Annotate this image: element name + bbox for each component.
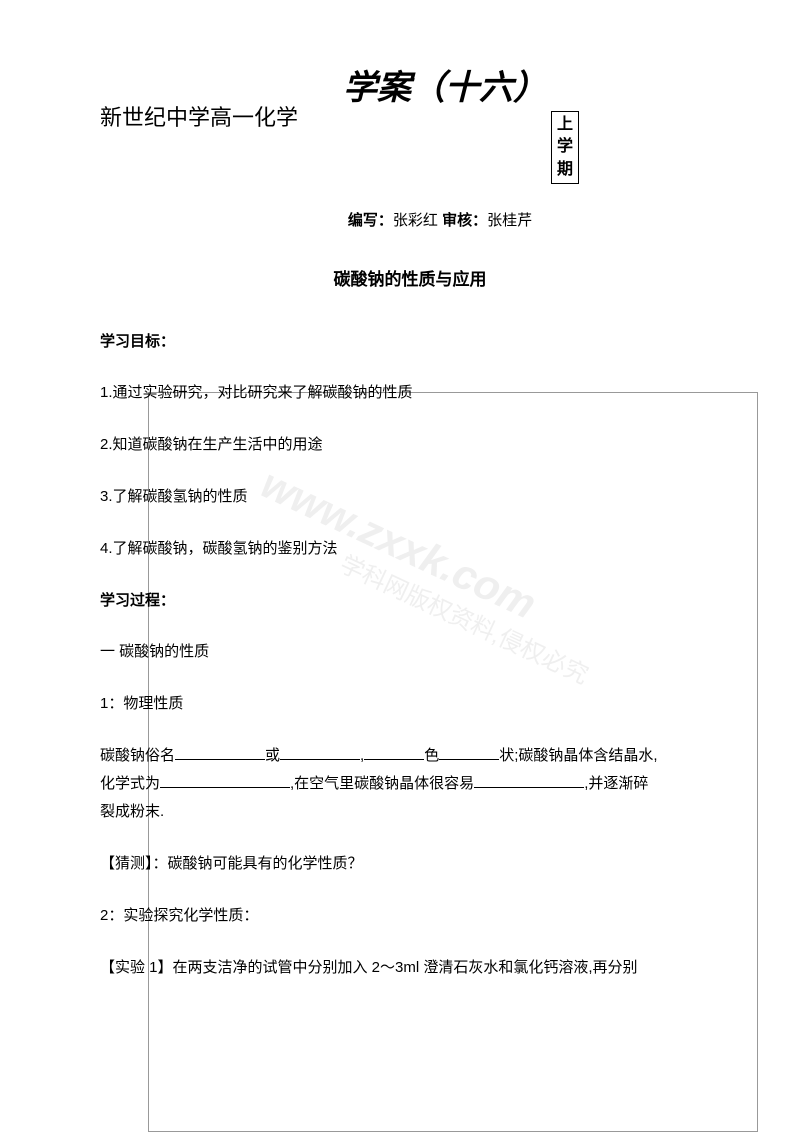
objective-item: 2.知道碳酸钠在生产生活中的用途 — [100, 433, 720, 457]
fill-blank-paragraph: 碳酸钠俗名或,色状;碳酸钠晶体含结晶水, — [100, 744, 720, 768]
lesson-box: 学案（十六） 上 学 期 — [343, 60, 579, 184]
fill-blank-paragraph: 裂成粉末. — [100, 800, 720, 824]
exp1-label: 【实验 1】 — [100, 959, 173, 976]
document-content: 新世纪中学高一化学 学案（十六） 上 学 期 编写：张彩红 审核：张桂芹 碳酸钠… — [100, 60, 720, 980]
term-char: 上 — [552, 114, 578, 136]
blank-field[interactable] — [364, 745, 424, 760]
review-label: 审核： — [438, 212, 487, 229]
blank-field[interactable] — [439, 745, 499, 760]
guess-label: 【猜测】： — [100, 855, 168, 872]
main-title: 碳酸钠的性质与应用 — [100, 265, 720, 290]
blank-field[interactable] — [280, 745, 360, 760]
fill-text: 色 — [424, 747, 439, 764]
prop1-title: 1：物理性质 — [100, 692, 720, 716]
exp1-text: 在两支洁净的试管中分别加入 2～3ml 澄清石灰水和氯化钙溶液,再分别 — [173, 959, 638, 976]
objective-item: 4.了解碳酸钠，碳酸氢钠的鉴别方法 — [100, 537, 720, 561]
school-title: 新世纪中学高一化学 — [100, 100, 298, 132]
header: 新世纪中学高一化学 学案（十六） 上 学 期 — [100, 60, 720, 184]
blank-field[interactable] — [160, 773, 290, 788]
experiment-line: 【实验 1】在两支洁净的试管中分别加入 2～3ml 澄清石灰水和氯化钙溶液,再分… — [100, 956, 720, 980]
blank-field[interactable] — [175, 745, 265, 760]
prop2-title: 2：实验探究化学性质： — [100, 904, 720, 928]
fill-text: ,在空气里碳酸钠晶体很容易 — [290, 775, 474, 792]
section1-title: 一 碳酸钠的性质 — [100, 640, 720, 664]
writer-name: 张彩红 — [393, 212, 438, 229]
process-heading-text: 学习过程 — [100, 592, 160, 609]
lesson-title: 学案（十六） — [343, 60, 579, 109]
term-box: 上 学 期 — [551, 111, 579, 184]
blank-field[interactable] — [474, 773, 584, 788]
fill-text: 化学式为 — [100, 775, 160, 792]
authors-line: 编写：张彩红 审核：张桂芹 — [160, 209, 720, 230]
term-char: 学 — [552, 136, 578, 158]
fill-text: ,并逐渐碎 — [584, 775, 648, 792]
guess-text: 碳酸钠可能具有的化学性质？ — [168, 855, 363, 872]
fill-text: 裂成粉末. — [100, 803, 164, 820]
objectives-heading: 学习目标： — [100, 330, 720, 351]
objective-item: 1.通过实验研究，对比研究来了解碳酸钠的性质 — [100, 381, 720, 405]
fill-text: 或 — [265, 747, 280, 764]
objective-item: 3.了解碳酸氢钠的性质 — [100, 485, 720, 509]
term-char: 期 — [552, 159, 578, 181]
reviewer-name: 张桂芹 — [487, 212, 532, 229]
guess-line: 【猜测】：碳酸钠可能具有的化学性质？ — [100, 852, 720, 876]
write-label: 编写： — [348, 212, 393, 229]
fill-text: 碳酸钠俗名 — [100, 747, 175, 764]
process-heading: 学习过程： — [100, 589, 720, 610]
fill-blank-paragraph: 化学式为 ,在空气里碳酸钠晶体很容易 ,并逐渐碎 — [100, 772, 720, 796]
fill-text: 状;碳酸钠晶体含结晶水, — [499, 747, 657, 764]
